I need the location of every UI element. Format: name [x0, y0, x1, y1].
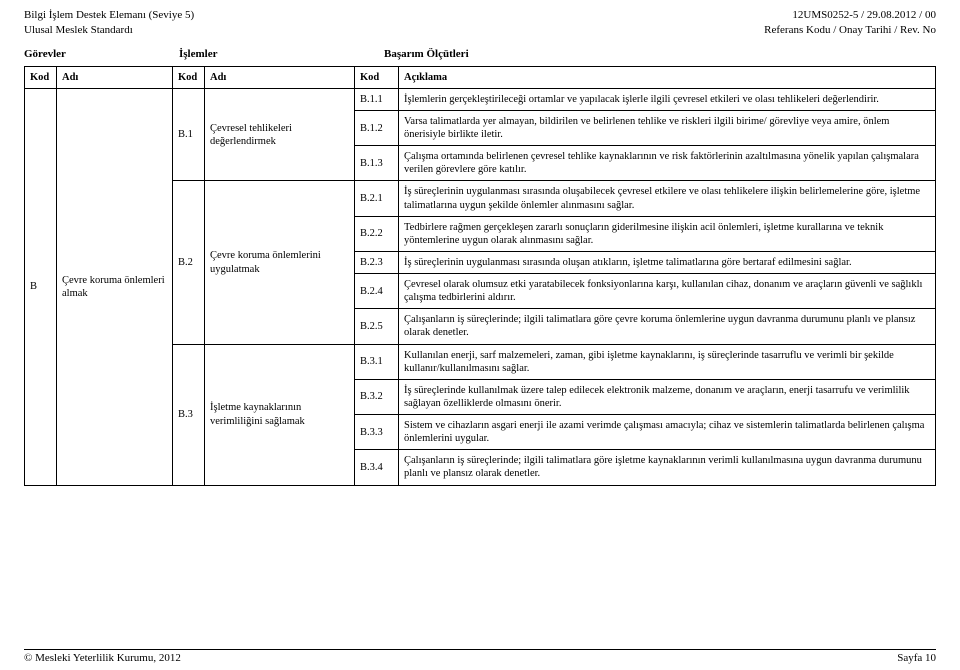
row-text: Çalışanların iş süreçlerinde; ilgili tal… [399, 309, 936, 344]
row-text: Kullanılan enerji, sarf malzemeleri, zam… [399, 344, 936, 379]
row-kod: B.3.2 [355, 379, 399, 414]
row-text: Çalışma ortamında belirlenen çevresel te… [399, 146, 936, 181]
islem-kod: B.3 [173, 344, 205, 485]
header-right: 12UMS0252-5 / 29.08.2012 / 00 Referans K… [764, 8, 936, 38]
islem-adi: İşletme kaynaklarının verimliliğini sağl… [205, 344, 355, 485]
row-kod: B.1.2 [355, 110, 399, 145]
gorev-adi: Çevre koruma önlemleri almak [57, 88, 173, 485]
th-kod3: Kod [355, 66, 399, 88]
table-row: B Çevre koruma önlemleri almak B.1 Çevre… [25, 88, 936, 110]
gorev-kod: B [25, 88, 57, 485]
th-kod2: Kod [173, 66, 205, 88]
row-text: Sistem ve cihazların asgari enerji ile a… [399, 415, 936, 450]
footer-right: Sayfa 10 [897, 652, 936, 664]
row-kod: B.3.1 [355, 344, 399, 379]
row-text: İşlemlerin gerçekleştirileceği ortamlar … [399, 88, 936, 110]
row-text: Çevresel olarak olumsuz etki yaratabilec… [399, 274, 936, 309]
header-right-line1: 12UMS0252-5 / 29.08.2012 / 00 [764, 8, 936, 23]
row-text: Çalışanların iş süreçlerinde; ilgili tal… [399, 450, 936, 485]
section-header-gorevler: Görevler [24, 48, 179, 60]
header-left: Bilgi İşlem Destek Elemanı (Seviye 5) Ul… [24, 8, 194, 38]
th-adi2: Adı [205, 66, 355, 88]
table-header-row: Kod Adı Kod Adı Kod Açıklama [25, 66, 936, 88]
row-kod: B.2.3 [355, 251, 399, 273]
row-text: İş süreçlerinin uygulanması sırasında ol… [399, 251, 936, 273]
islem-kod: B.2 [173, 181, 205, 344]
row-kod: B.2.1 [355, 181, 399, 216]
page-header: Bilgi İşlem Destek Elemanı (Seviye 5) Ul… [24, 8, 936, 38]
row-kod: B.3.3 [355, 415, 399, 450]
header-left-line1: Bilgi İşlem Destek Elemanı (Seviye 5) [24, 8, 194, 23]
section-header-islemler: İşlemler [179, 48, 384, 60]
page-footer: © Mesleki Yeterlilik Kurumu, 2012 Sayfa … [24, 649, 936, 664]
row-kod: B.1.1 [355, 88, 399, 110]
row-text: İş süreçlerinin uygulanması sırasında ol… [399, 181, 936, 216]
islem-adi: Çevre koruma önlemlerini uygulatmak [205, 181, 355, 344]
row-kod: B.3.4 [355, 450, 399, 485]
row-text: İş süreçlerinde kullanılmak üzere talep … [399, 379, 936, 414]
th-adi1: Adı [57, 66, 173, 88]
header-left-line2: Ulusal Meslek Standardı [24, 23, 194, 38]
th-aciklama: Açıklama [399, 66, 936, 88]
row-kod: B.2.4 [355, 274, 399, 309]
islem-kod: B.1 [173, 88, 205, 181]
row-kod: B.2.2 [355, 216, 399, 251]
section-headers: Görevler İşlemler Başarım Ölçütleri [24, 48, 936, 60]
row-text: Varsa talimatlarda yer almayan, bildiril… [399, 110, 936, 145]
row-kod: B.1.3 [355, 146, 399, 181]
header-right-line2: Referans Kodu / Onay Tarihi / Rev. No [764, 23, 936, 38]
th-kod1: Kod [25, 66, 57, 88]
islem-adi: Çevresel tehlikeleri değerlendirmek [205, 88, 355, 181]
row-kod: B.2.5 [355, 309, 399, 344]
criteria-table: Kod Adı Kod Adı Kod Açıklama B Çevre kor… [24, 66, 936, 486]
footer-left: © Mesleki Yeterlilik Kurumu, 2012 [24, 652, 181, 664]
section-header-basarim: Başarım Ölçütleri [384, 48, 936, 60]
row-text: Tedbirlere rağmen gerçekleşen zararlı so… [399, 216, 936, 251]
